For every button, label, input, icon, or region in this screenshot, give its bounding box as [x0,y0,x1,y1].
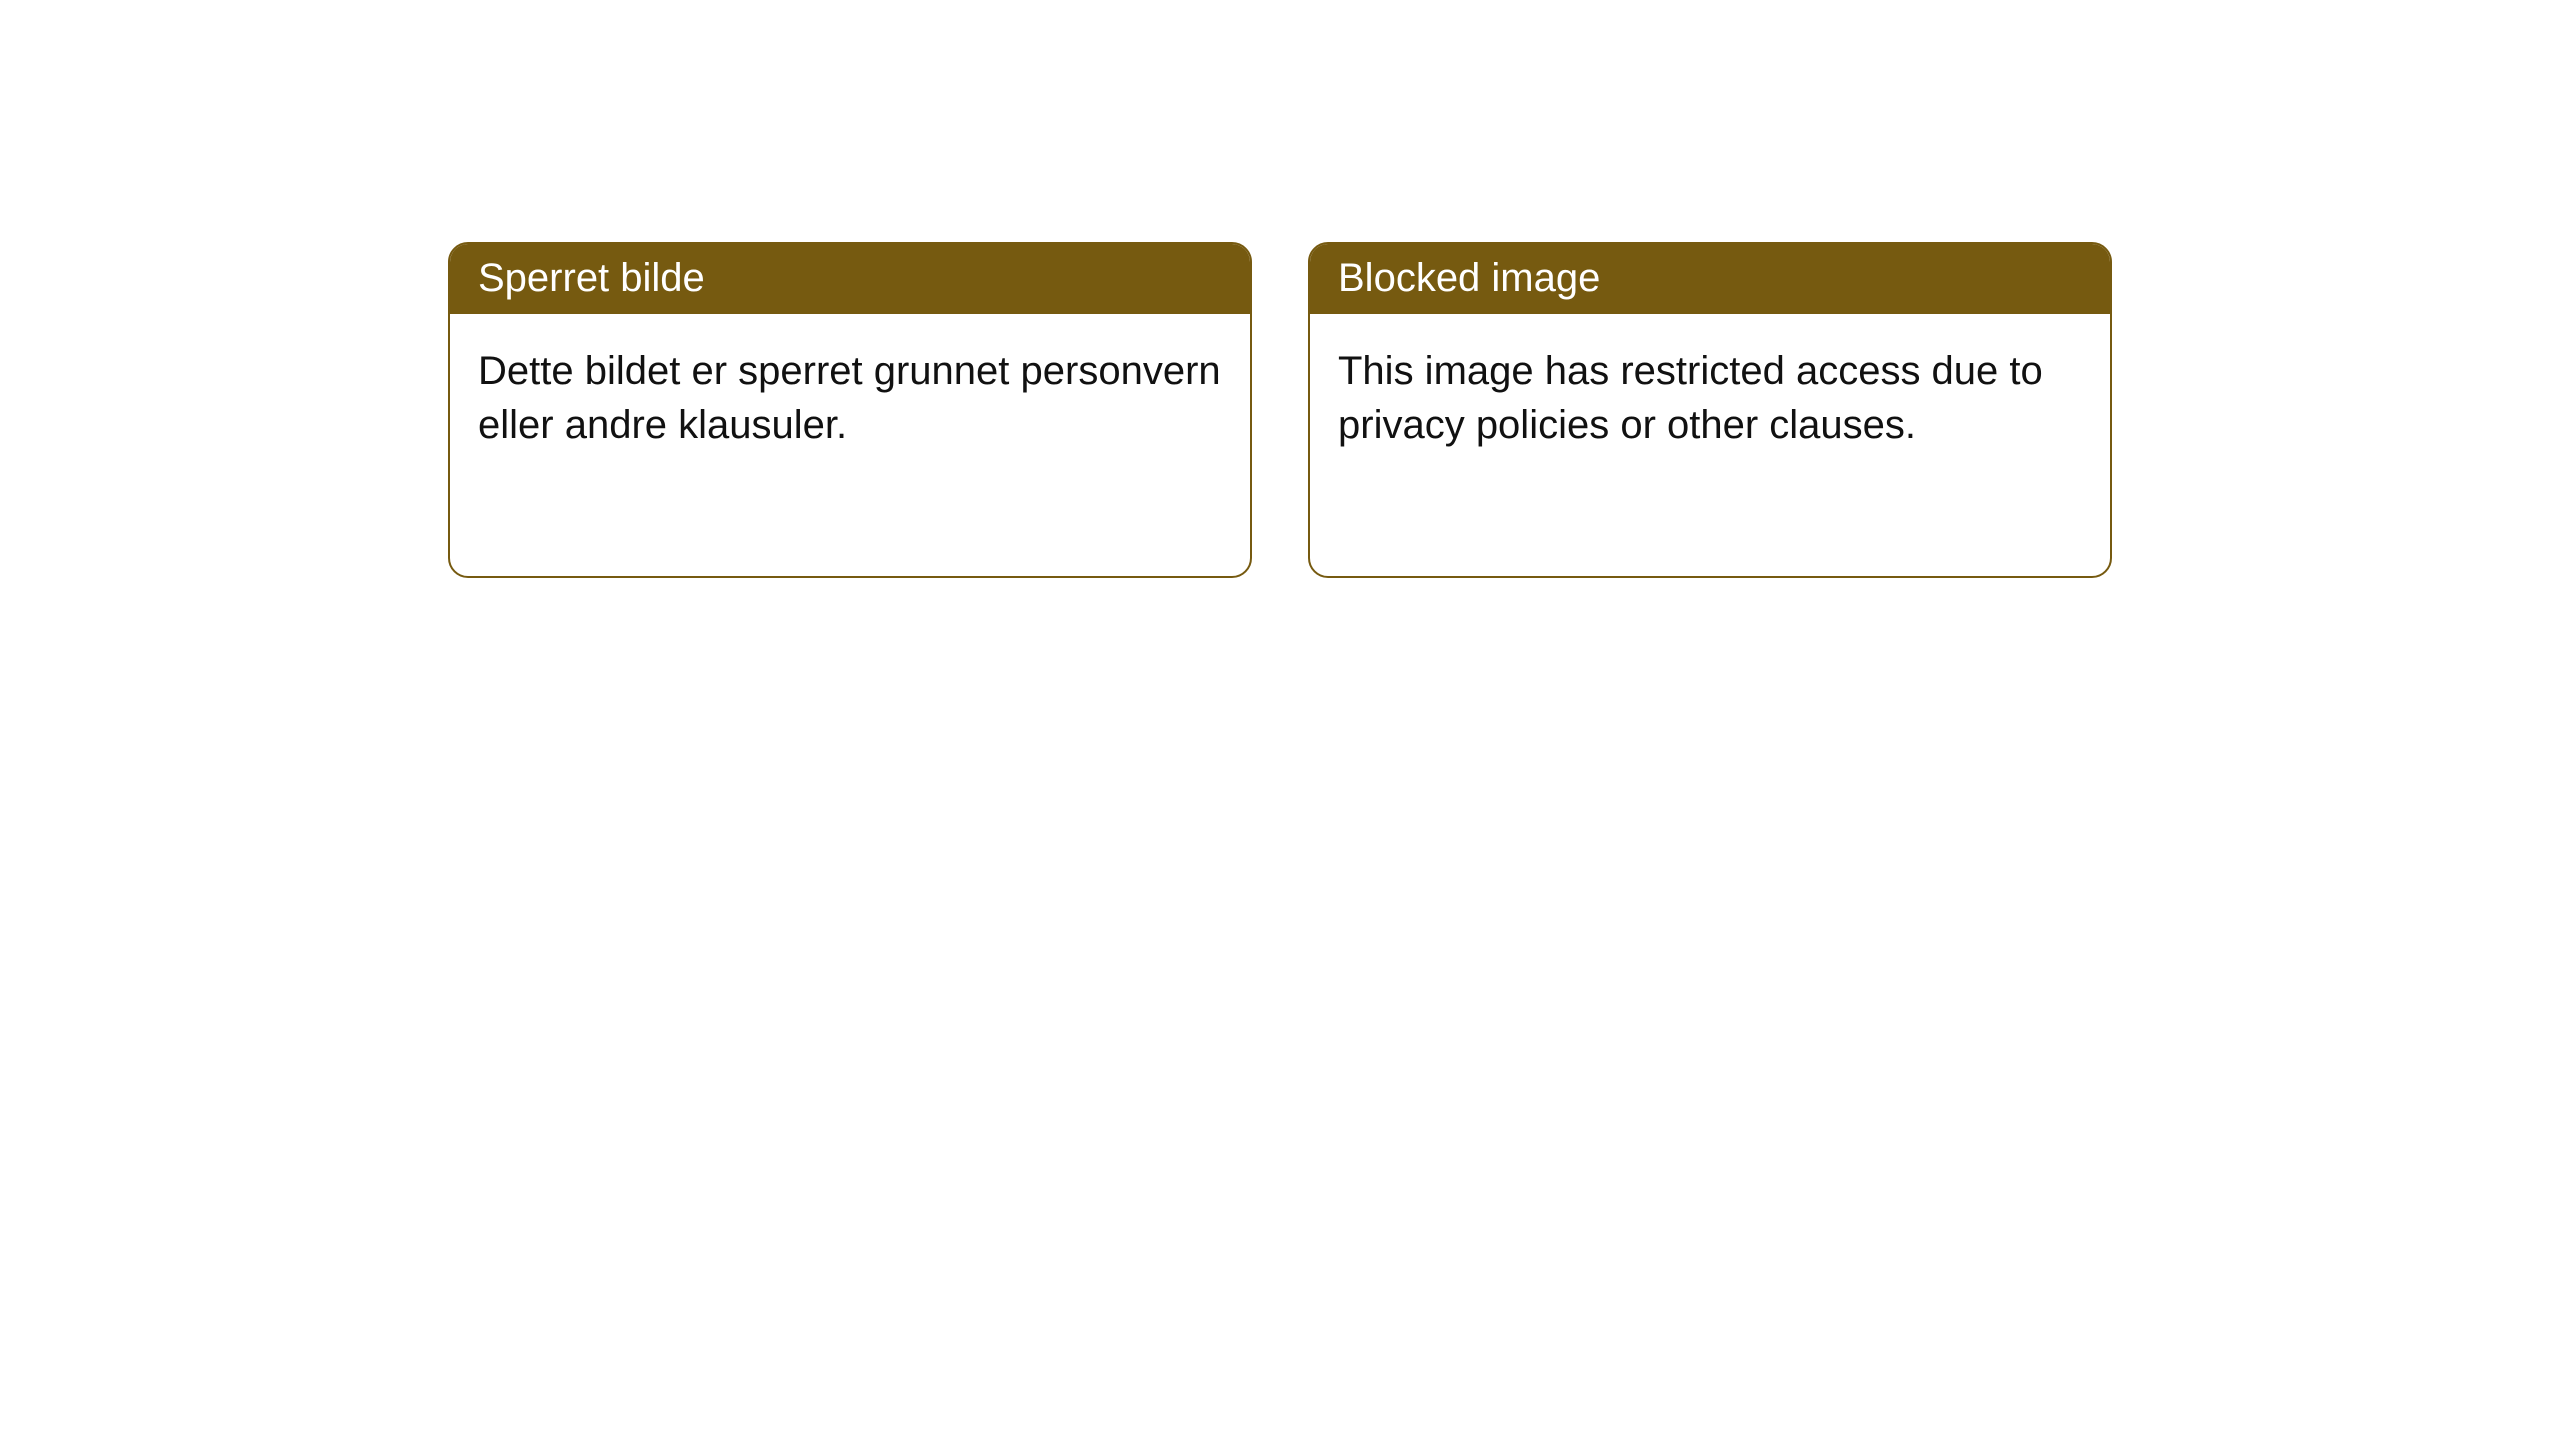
notice-title-english: Blocked image [1310,244,2110,314]
notice-body-english: This image has restricted access due to … [1310,314,2110,576]
notice-title-norwegian: Sperret bilde [450,244,1250,314]
notice-card-english: Blocked image This image has restricted … [1308,242,2112,578]
notice-body-norwegian: Dette bildet er sperret grunnet personve… [450,314,1250,576]
notice-card-norwegian: Sperret bilde Dette bildet er sperret gr… [448,242,1252,578]
blocked-image-notices: Sperret bilde Dette bildet er sperret gr… [448,242,2112,578]
